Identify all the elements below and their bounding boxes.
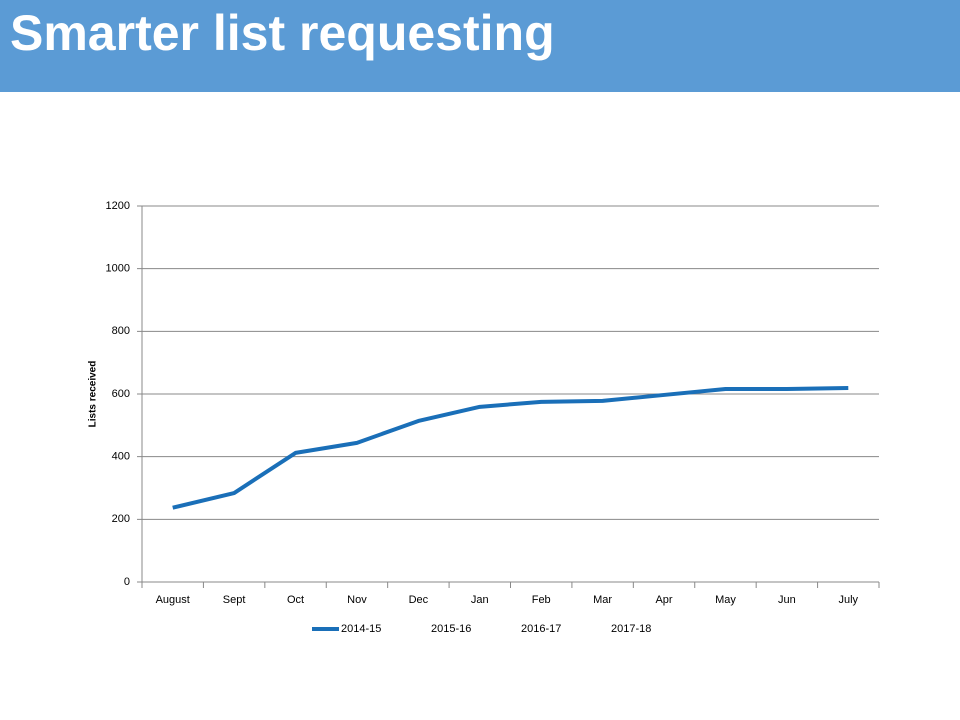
x-tick-label: Feb: [532, 594, 551, 606]
y-tick-label: 1200: [106, 200, 130, 212]
legend-label: 2015-16: [431, 623, 471, 635]
legend-label: 2014-15: [341, 623, 381, 635]
y-tick-label: 600: [112, 388, 130, 400]
slide-title: Smarter list requesting: [10, 5, 555, 61]
x-tick-label: August: [156, 594, 190, 606]
title-bar: Smarter list requesting: [0, 0, 960, 92]
x-tick-label: Mar: [593, 594, 612, 606]
y-tick-label: 1000: [106, 263, 130, 275]
legend-label: 2017-18: [611, 623, 651, 635]
x-tick-label: July: [839, 594, 859, 606]
x-tick-label: Jun: [778, 594, 796, 606]
y-tick-label: 0: [124, 576, 130, 588]
x-tick-label: Sept: [223, 594, 246, 606]
legend-label: 2016-17: [521, 623, 561, 635]
x-tick-label: Apr: [655, 594, 672, 606]
y-axis-label: Lists received: [88, 361, 99, 428]
y-tick-label: 400: [112, 451, 130, 463]
x-tick-label: Dec: [409, 594, 429, 606]
x-tick-label: May: [715, 594, 736, 606]
x-tick-label: Oct: [287, 594, 304, 606]
x-tick-label: Nov: [347, 594, 367, 606]
x-tick-label: Jan: [471, 594, 489, 606]
y-tick-label: 800: [112, 325, 130, 337]
y-tick-label: 200: [112, 513, 130, 525]
series-line: [172, 386, 849, 510]
